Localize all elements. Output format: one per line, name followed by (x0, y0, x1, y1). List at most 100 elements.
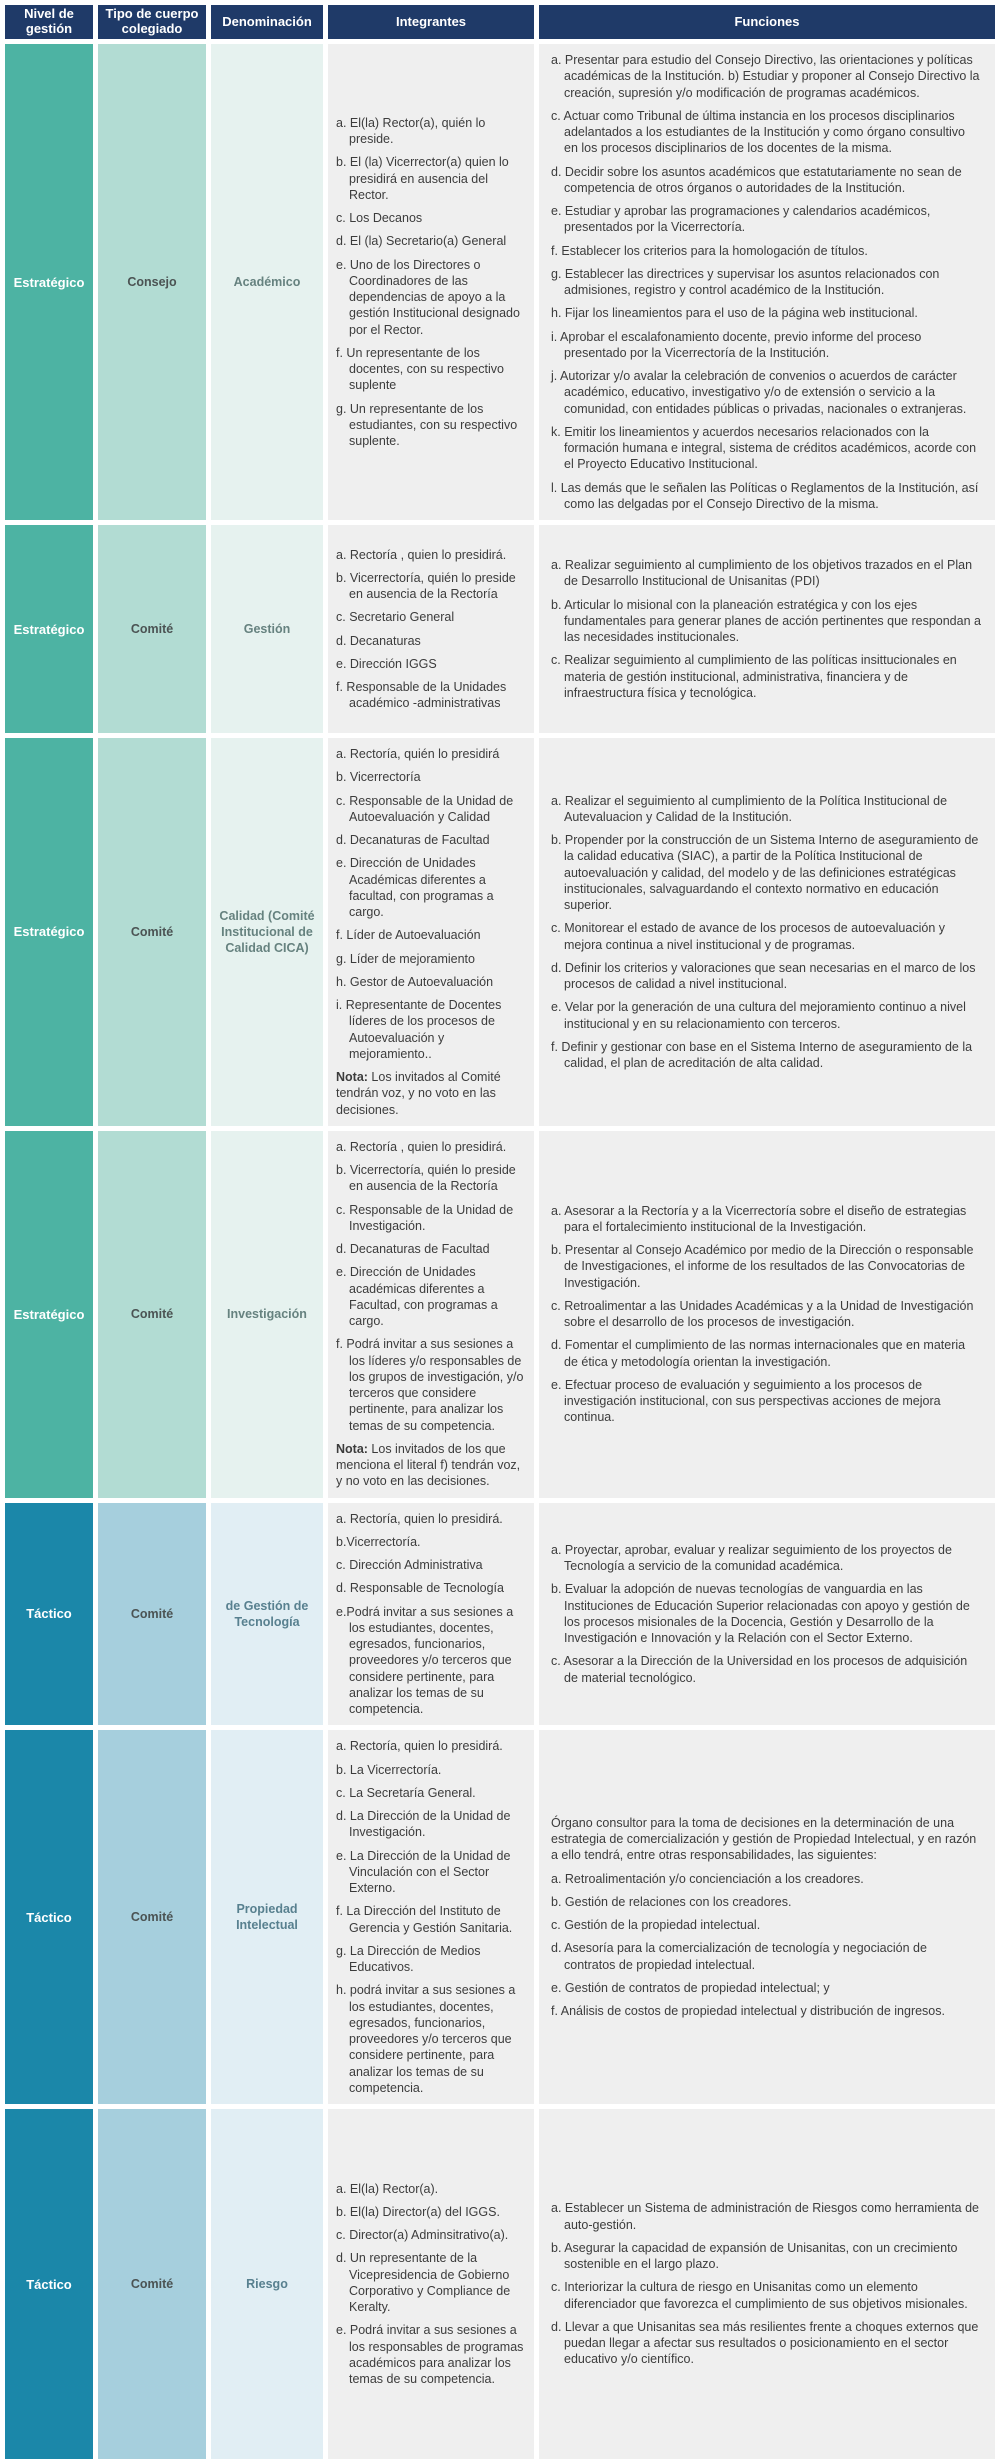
integrante-item: f. Un representante de los docentes, con… (336, 345, 504, 393)
funcion-item: c. Interiorizar la cultura de riesgo en … (551, 2280, 968, 2311)
funcion-item-list: a. Asesorar a la Rectoría y a la Vicerre… (551, 1203, 981, 1426)
funcion-item: f. Establecer los criterios para la homo… (551, 243, 868, 258)
funcion-item: e. Gestión de contratos de propiedad int… (551, 1980, 830, 1995)
funcion-item: c. Realizar seguimiento al cumplimiento … (551, 653, 957, 700)
integrante-item: c. Director(a) Adminsitrativo(a). (336, 2228, 509, 2243)
integrante-item: i. Representante de Docentes líderes de … (336, 998, 502, 1061)
tipo-cell: Comité (98, 1502, 206, 1726)
tipo-cell: Comité (98, 525, 206, 733)
integrante-item: f. Responsable de la Unidades académico … (336, 680, 507, 711)
integrante-item: c. Los Decanos (336, 211, 423, 225)
integrantes-cell: a. El(la) Rector(a), quién lo preside. b.… (328, 44, 534, 520)
integrante-item: e. Uno de los Directores o Coordinadores… (336, 257, 520, 337)
funcion-item: j. Autorizar y/o avalar la celebración d… (551, 369, 967, 416)
integrante-item: d. Decanaturas de Facultad (336, 833, 490, 847)
funcion-item: a. Establecer un Sistema de administraci… (551, 2201, 979, 2232)
funcion-item: d. Decidir sobre los asuntos académicos … (551, 164, 962, 195)
funcion-item: d. Llevar a que Unisanitas sea más resil… (551, 2319, 979, 2367)
funcion-item: d. Definir los criterios y valoraciones … (551, 960, 976, 991)
integrante-item: g. La Dirección de Medios Educativos. (336, 1943, 481, 1974)
integrante-item: a. El(la) Rector(a). (336, 2181, 439, 2196)
denominacion-cell: Académico (211, 44, 323, 520)
integrante-item: c. Dirección Administrativa (336, 1558, 483, 1572)
integrantes-cell: a. Rectoría , quien lo presidirá. b. Vice… (328, 1130, 534, 1498)
funciones-cell: Órgano consultor para la toma de decisio… (539, 1730, 995, 2104)
denominacion-cell: Gestión (211, 525, 323, 733)
integrante-item: a. Rectoría , quien lo presidirá. (336, 547, 507, 562)
denominacion-cell: de Gestión de Tecnología (211, 1502, 323, 1726)
table-body: Estratégico Consejo Académico a. El(la) Rec… (5, 44, 995, 2459)
integrante-item: h. Gestor de Autoevaluación (336, 974, 494, 989)
integrante-item: a. El(la) Rector(a), quién lo preside. (336, 115, 486, 146)
funcion-item-list: a. Proyectar, aprobar, evaluar y realiza… (551, 1542, 981, 1686)
integrante-item: f. Podrá invitar a sus sesiones a los lí… (336, 1337, 524, 1433)
nivel-cell: Táctico (5, 1730, 93, 2104)
integrante-item: c. Responsable de la Unidad de Autoevalu… (336, 793, 514, 824)
funcion-item: a. Retroalimentación y/o concienciación … (551, 1871, 864, 1886)
funcion-item: a. Asesorar a la Rectoría y a la Vicerre… (551, 1203, 967, 1234)
header-row: Nivel de gestión Tipo de cuerpo colegiad… (5, 5, 995, 39)
denominacion-cell: Propiedad Intelectual (211, 1730, 323, 2104)
funciones-cell: a. Proyectar, aprobar, evaluar y realiza… (539, 1502, 995, 1726)
funcion-item-list: a. Presentar para estudio del Consejo Di… (551, 52, 981, 512)
integrante-item: d. Decanaturas de Facultad (336, 1242, 490, 1256)
funcion-item: a. Proyectar, aprobar, evaluar y realiza… (551, 1542, 952, 1574)
header-integrantes: Integrantes (328, 5, 534, 39)
integrante-item: e. Dirección IGGS (336, 656, 437, 671)
integrantes-cell: a. Rectoría, quien lo presidirá. b. La Vi… (328, 1730, 534, 2104)
funciones-cell: a. Asesorar a la Rectoría y a la Vicerre… (539, 1130, 995, 1498)
funcion-item: e. Velar por la generación de una cultur… (551, 1000, 966, 1031)
funcion-item: b. Gestión de relaciones con los creador… (551, 1894, 792, 1909)
table-row: Táctico Comité de Gestión de Tecnología a. … (5, 1502, 995, 1726)
funciones-cell: a. Realizar el seguimiento al cumplimien… (539, 738, 995, 1126)
header-tipo-de-cuerpo-colegiado: Tipo de cuerpo colegiado (98, 5, 206, 39)
note-label: Nota: (336, 1441, 368, 1456)
integrante-item: f. La Dirección del Instituto de Gerenci… (336, 1904, 513, 1935)
header-funciones: Funciones (539, 5, 995, 39)
funcion-item: b. Propender por la construcción de un S… (551, 833, 979, 912)
integrante-item: d. Un representante de la Vicepresidenci… (336, 2251, 511, 2315)
integrantes-cell: a. El(la) Rector(a). b. El(la) Director(a… (328, 2109, 534, 2459)
integrante-item-list: a. Rectoría, quien lo presidirá. b. La Vi… (336, 1738, 528, 2096)
note: Nota: Los invitados de los que menciona … (336, 1441, 521, 1489)
funcion-item: c. Asesorar a la Dirección de la Univers… (551, 1654, 968, 1685)
nivel-cell: Estratégico (5, 525, 93, 733)
funcion-item: b. Articular lo misional con la planeaci… (551, 597, 981, 645)
funcion-item: e. Efectuar proceso de evaluación y segu… (551, 1377, 941, 1425)
funcion-item: d. Asesoría para la comercialización de … (551, 1941, 927, 1972)
table-row: Estratégico Comité Calidad (Comité Institu… (5, 738, 995, 1126)
integrante-item: c. Secretario General (336, 610, 455, 625)
funcion-item-list: a. Realizar el seguimiento al cumplimien… (551, 793, 981, 1072)
funcion-item: d. Fomentar el cumplimiento de las norma… (551, 1338, 966, 1369)
integrantes-cell: a. Rectoría, quien lo presidirá. b.Vicerr… (328, 1502, 534, 1726)
funcion-item-list: Órgano consultor para la toma de decisio… (551, 1815, 981, 2020)
nivel-cell: Estratégico (5, 738, 93, 1126)
funciones-intro: Órgano consultor para la toma de decisio… (551, 1815, 977, 1863)
funcion-item: f. Análisis de costos de propiedad intel… (551, 2004, 945, 2019)
funcion-item: a. Realizar seguimiento al cumplimiento … (551, 558, 973, 589)
header-nivel-de-gestion: Nivel de gestión (5, 5, 93, 39)
integrante-item-list: a. El(la) Rector(a), quién lo preside. b.… (336, 115, 528, 450)
funcion-item: c. Monitorear el estado de avance de los… (551, 921, 945, 952)
integrante-item: c. Responsable de la Unidad de Investiga… (336, 1202, 514, 1233)
integrante-item: b. Vicerrectoría, quién lo preside en au… (336, 1163, 516, 1194)
denominacion-cell: Riesgo (211, 2109, 323, 2459)
integrante-item: a. Rectoría, quién lo presidirá (336, 747, 500, 761)
integrantes-cell: a. Rectoría, quién lo presidirá b. Vicerr… (328, 738, 534, 1126)
integrante-item: e. Dirección de Unidades académicas dife… (336, 1265, 498, 1328)
funcion-item-list: a. Realizar seguimiento al cumplimiento … (551, 557, 981, 701)
integrante-item: d. Responsable de Tecnología (336, 1581, 504, 1596)
integrante-item: a. Rectoría , quien lo presidirá. (336, 1139, 507, 1154)
integrante-item: e. La Dirección de la Unidad de Vinculac… (336, 1848, 511, 1896)
funcion-item: c. Retroalimentar a las Unidades Académi… (551, 1298, 974, 1330)
funcion-item: b. Asegurar la capacidad de expansión de… (551, 2240, 958, 2272)
denominacion-cell: Investigación (211, 1130, 323, 1498)
funcion-item: l. Las demás que le señalen las Política… (551, 480, 979, 511)
funcion-item-list: a. Establecer un Sistema de administraci… (551, 2200, 981, 2367)
integrante-item-list: a. Rectoría , quien lo presidirá. b. Vice… (336, 547, 528, 712)
integrante-item: f. Líder de Autoevaluación (336, 928, 481, 943)
funcion-item: k. Emitir los lineamientos y acuerdos ne… (551, 424, 977, 472)
funcion-item: a. Presentar para estudio del Consejo Di… (551, 53, 980, 100)
funcion-item: b. Evaluar la adopción de nuevas tecnolo… (551, 1582, 970, 1646)
integrante-item-list: a. Rectoría, quien lo presidirá. b.Vicerr… (336, 1511, 528, 1718)
